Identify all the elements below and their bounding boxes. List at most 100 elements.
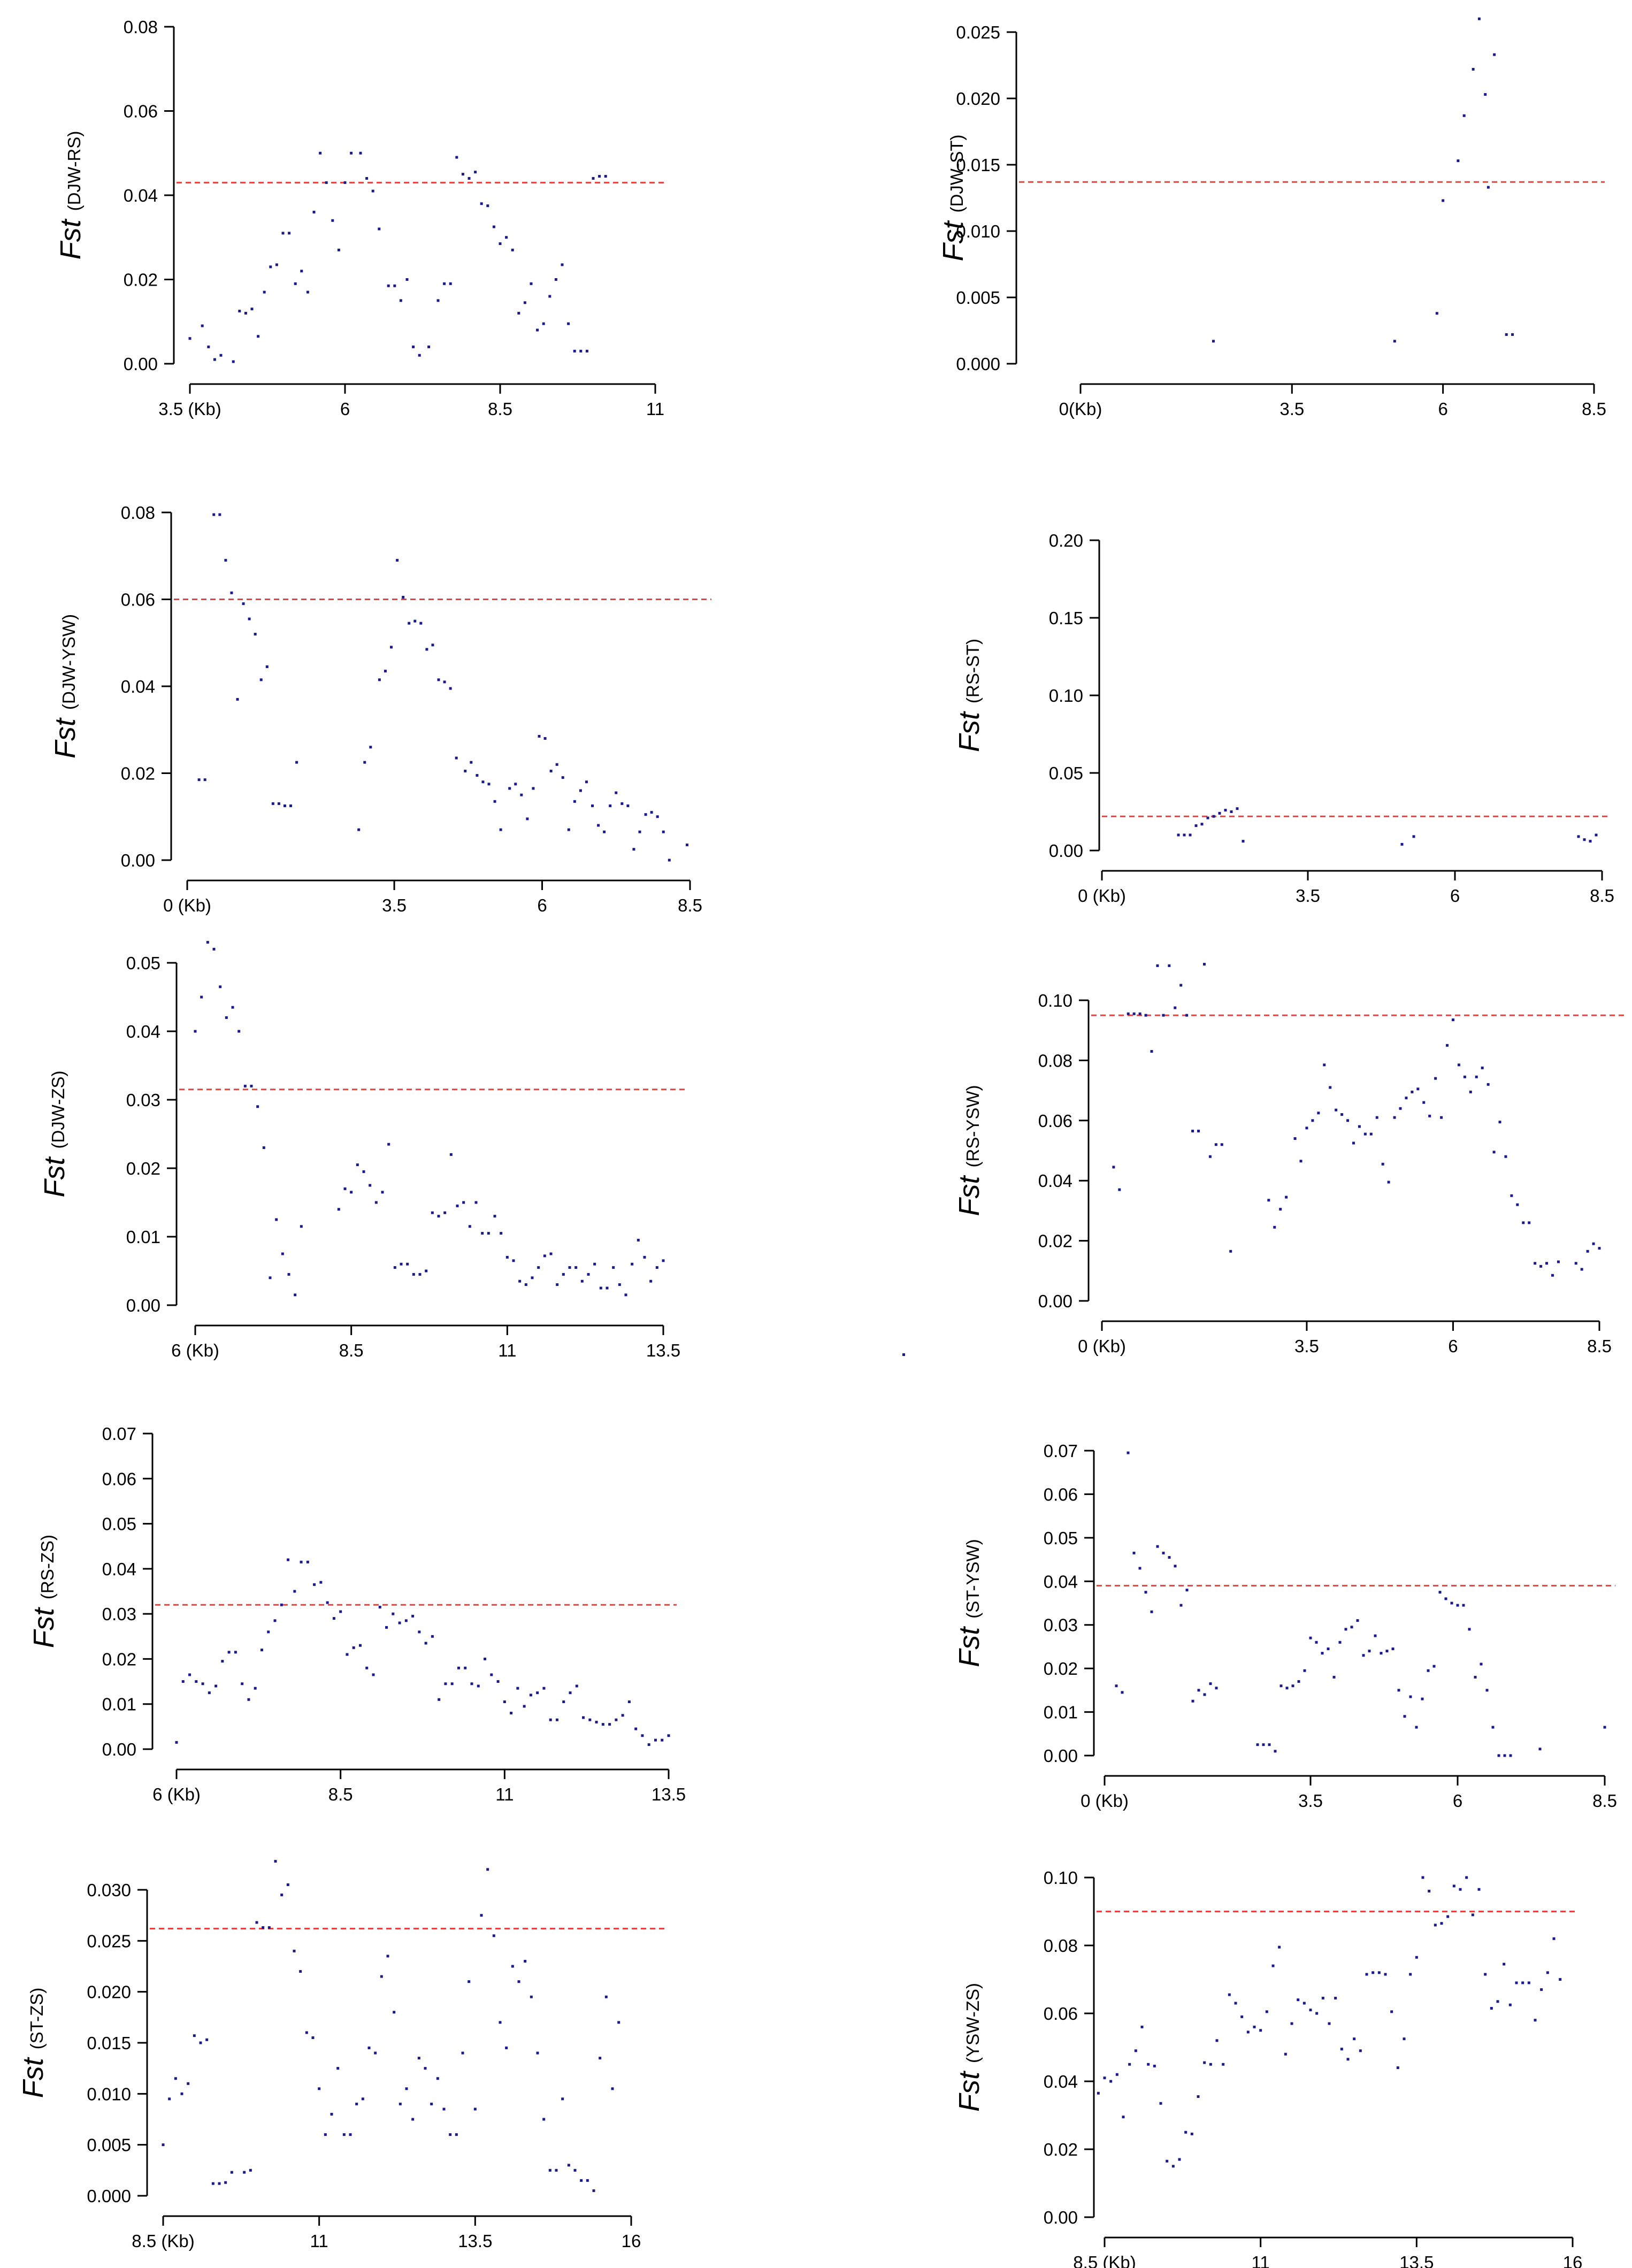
data-point	[1340, 1113, 1344, 1116]
data-point	[549, 1252, 553, 1255]
y-tick-label: 0.07	[102, 1424, 136, 1444]
y-axis-label-main: Fst	[937, 220, 969, 262]
data-point	[612, 1266, 615, 1269]
data-point	[243, 2171, 246, 2174]
data-point	[1267, 1199, 1270, 1202]
data-point	[437, 678, 440, 681]
data-point	[293, 1590, 296, 1593]
data-point	[457, 1666, 460, 1669]
data-point	[362, 1170, 365, 1173]
data-point	[1168, 1556, 1171, 1559]
data-point	[1284, 2052, 1287, 2056]
data-point	[1197, 1689, 1200, 1692]
data-point	[1291, 1684, 1294, 1688]
data-point	[369, 1184, 372, 1187]
data-point	[238, 310, 241, 313]
data-point	[517, 1980, 520, 1983]
data-point	[587, 1273, 590, 1276]
data-point	[359, 151, 362, 155]
data-point	[484, 1657, 487, 1660]
y-tick-label: 0.000	[956, 354, 1000, 374]
y-tick-label: 0.02	[1038, 1231, 1072, 1251]
x-tick-label: 11	[498, 1340, 516, 1360]
data-point	[1127, 1012, 1130, 1015]
data-point	[532, 787, 535, 790]
data-point	[1256, 1743, 1259, 1746]
data-point	[372, 1673, 375, 1676]
data-point	[319, 151, 322, 155]
data-point	[326, 1601, 329, 1604]
data-point	[1450, 1602, 1453, 1605]
data-point	[1212, 815, 1215, 818]
data-point	[655, 1266, 658, 1269]
data-point	[257, 335, 260, 338]
data-point	[1328, 2022, 1331, 2025]
data-point	[1171, 2165, 1175, 2168]
data-point	[343, 181, 347, 184]
data-point	[1103, 2077, 1106, 2080]
data-point	[1273, 1225, 1276, 1229]
data-point	[1384, 1973, 1387, 1976]
y-axis-label: Fst (DJW-ZS)	[39, 1070, 71, 1197]
y-tick-label: 0.010	[87, 2084, 131, 2104]
x-tick-label: 11	[495, 1784, 514, 1804]
data-point	[207, 346, 210, 348]
data-point	[1435, 312, 1438, 315]
data-point	[275, 263, 278, 266]
data-point	[1356, 1619, 1359, 1622]
y-axis-label-pair: (DJW-YSW)	[59, 614, 79, 710]
data-point	[1156, 964, 1159, 967]
x-tick-label: 8.5	[328, 1784, 353, 1804]
data-point	[1487, 1083, 1490, 1086]
data-point	[586, 2179, 589, 2182]
data-point	[188, 1673, 191, 1676]
y-axis-label-pair: (ST-YSW)	[963, 1539, 983, 1618]
data-point	[219, 985, 222, 989]
data-point	[332, 1617, 335, 1620]
y-axis-label-main: Fst	[953, 2071, 985, 2112]
data-point	[470, 761, 473, 764]
panel-st-zs: 0.000 0.005 0.010 0.015 0.020 0.025 0.030 8.5 (…	[17, 1860, 666, 2251]
data-point	[1405, 1097, 1408, 1100]
data-point	[365, 1666, 369, 1669]
data-point	[603, 830, 606, 833]
data-point	[408, 622, 411, 625]
y-axis-label-main: Fst	[28, 1607, 60, 1648]
data-point	[573, 800, 576, 803]
y-tick-label: 0.030	[87, 1880, 131, 1900]
data-point	[487, 1232, 490, 1235]
data-point	[1595, 833, 1598, 837]
data-point	[487, 783, 491, 786]
data-point	[604, 1995, 608, 1998]
data-point	[425, 1269, 428, 1273]
panel-st-ysw: 0.00 0.01 0.02 0.03 0.04 0.05 0.06 0.07 0 (Kb) 3.…	[953, 1441, 1617, 1811]
data-point	[1321, 1652, 1324, 1655]
data-point	[481, 780, 485, 784]
data-point	[337, 248, 340, 251]
data-point	[1197, 1129, 1200, 1132]
data-point	[1240, 2015, 1244, 2018]
data-point	[555, 1718, 558, 1721]
y-tick-label: 0.04	[126, 1022, 160, 1041]
data-point	[449, 1153, 453, 1156]
x-tick-label: 0 (Kb)	[1078, 886, 1126, 906]
y-tick-label: 0.10	[1044, 1868, 1078, 1888]
data-point	[604, 175, 607, 178]
data-point	[530, 1995, 533, 1998]
data-point	[430, 2102, 433, 2105]
data-point	[579, 789, 582, 792]
data-point	[1329, 1086, 1332, 1089]
data-point	[505, 1255, 509, 1259]
data-point	[1224, 809, 1227, 812]
data-point	[443, 680, 446, 684]
data-point	[1183, 833, 1186, 837]
data-point	[593, 1262, 596, 1266]
y-tick-label: 0.03	[126, 1090, 160, 1110]
data-point	[431, 643, 434, 647]
data-point	[523, 1705, 526, 1708]
data-point	[225, 1016, 228, 1019]
data-point	[461, 2051, 464, 2055]
data-point	[1496, 2000, 1499, 2003]
data-point	[1346, 2058, 1350, 2061]
data-point	[352, 1646, 355, 1649]
